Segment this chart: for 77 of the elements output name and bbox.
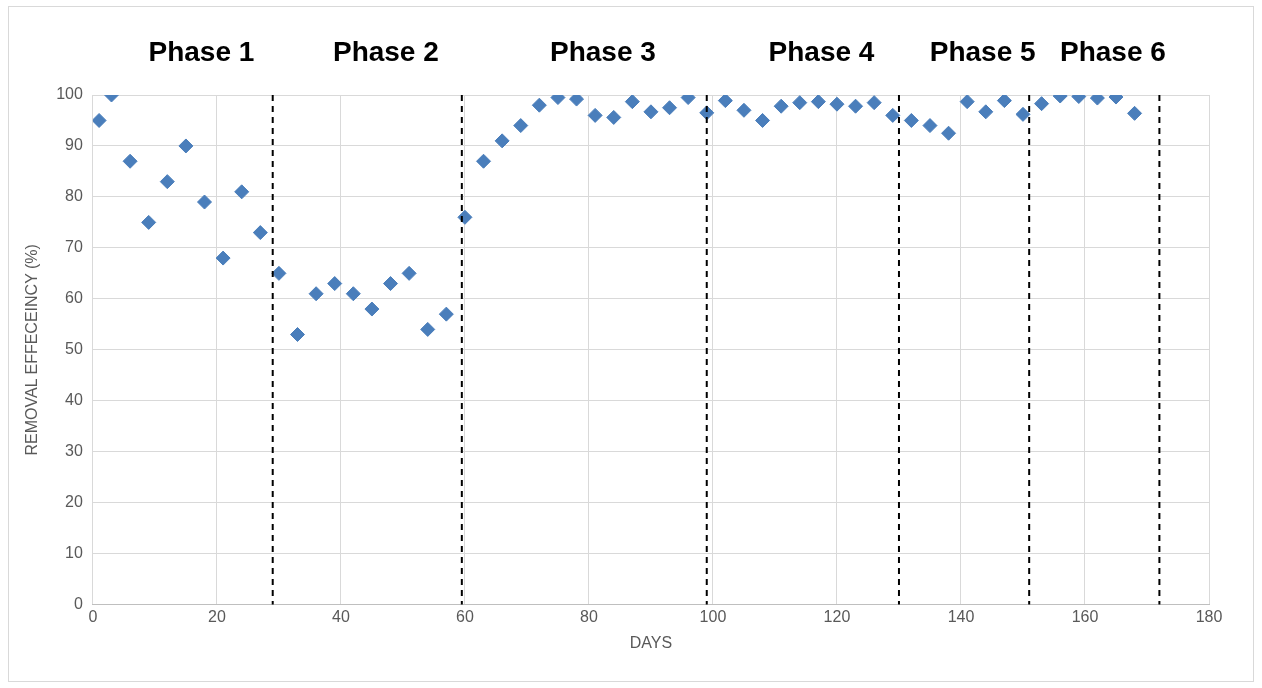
point xyxy=(606,109,622,125)
y-tick-label: 10 xyxy=(65,544,83,562)
point xyxy=(420,321,436,337)
point xyxy=(513,118,529,134)
y-tick-label: 40 xyxy=(65,391,83,409)
point xyxy=(141,214,157,230)
point xyxy=(662,100,678,116)
point xyxy=(717,95,733,109)
point xyxy=(792,95,808,111)
point xyxy=(476,153,492,169)
point xyxy=(122,153,138,169)
point xyxy=(290,327,306,343)
text: Phase 2 xyxy=(332,35,439,67)
y-tick-label: 90 xyxy=(65,136,83,154)
x-tick-label: 60 xyxy=(456,607,474,625)
text: Phase 4 xyxy=(768,35,875,67)
point xyxy=(1015,106,1031,122)
point xyxy=(773,98,789,114)
point xyxy=(234,184,250,200)
point xyxy=(252,225,268,241)
point xyxy=(308,286,324,302)
point xyxy=(922,118,938,134)
x-tick-label: 120 xyxy=(823,607,851,625)
point xyxy=(531,97,547,113)
point xyxy=(401,265,417,281)
point xyxy=(383,276,399,292)
point xyxy=(345,286,361,302)
y-tick-label: 30 xyxy=(65,442,83,460)
y-tick-label: 60 xyxy=(65,289,83,307)
x-tick-label: 160 xyxy=(1071,607,1099,625)
point xyxy=(178,138,194,154)
point xyxy=(736,102,752,118)
point xyxy=(978,104,994,120)
x-tick-label: 80 xyxy=(580,607,598,625)
y-tick-label: 50 xyxy=(65,340,83,358)
point xyxy=(624,95,640,110)
text: Phase 6 xyxy=(1059,35,1166,67)
point xyxy=(569,95,585,107)
point xyxy=(755,112,771,128)
point xyxy=(92,112,107,128)
y-tick-label: 20 xyxy=(65,493,83,511)
point xyxy=(271,265,287,281)
point xyxy=(885,107,901,123)
x-tick-label: 140 xyxy=(947,607,975,625)
point xyxy=(1034,96,1050,112)
y-tick-label: 70 xyxy=(65,238,83,256)
y-tick-label: 80 xyxy=(65,187,83,205)
point xyxy=(903,112,919,128)
x-tick-label: 40 xyxy=(332,607,350,625)
y-axis-title: REMOVAL EFFECEINCY (%) xyxy=(23,244,41,456)
point xyxy=(996,95,1012,109)
text: Phase 1 xyxy=(148,35,255,67)
point xyxy=(327,276,343,292)
point xyxy=(829,96,845,112)
point xyxy=(438,306,454,322)
text: Phase 3 xyxy=(549,35,656,67)
text: Phase 5 xyxy=(929,35,1036,67)
x-axis-title: DAYS xyxy=(629,633,673,651)
point xyxy=(215,250,231,266)
point xyxy=(587,107,603,123)
point xyxy=(197,194,213,210)
point xyxy=(810,95,826,110)
y-tick-label: 0 xyxy=(73,595,83,613)
x-tick-label: 0 xyxy=(88,607,98,625)
x-tick-label: 180 xyxy=(1195,607,1223,625)
point xyxy=(866,95,882,111)
point xyxy=(959,95,975,110)
point xyxy=(941,125,957,141)
point xyxy=(159,174,175,190)
point xyxy=(364,301,380,317)
point xyxy=(643,104,659,120)
x-tick-label: 100 xyxy=(699,607,727,625)
y-tick-label: 100 xyxy=(56,85,83,103)
point xyxy=(848,98,864,114)
point xyxy=(1127,105,1143,121)
point xyxy=(494,133,510,149)
x-tick-label: 20 xyxy=(208,607,226,625)
